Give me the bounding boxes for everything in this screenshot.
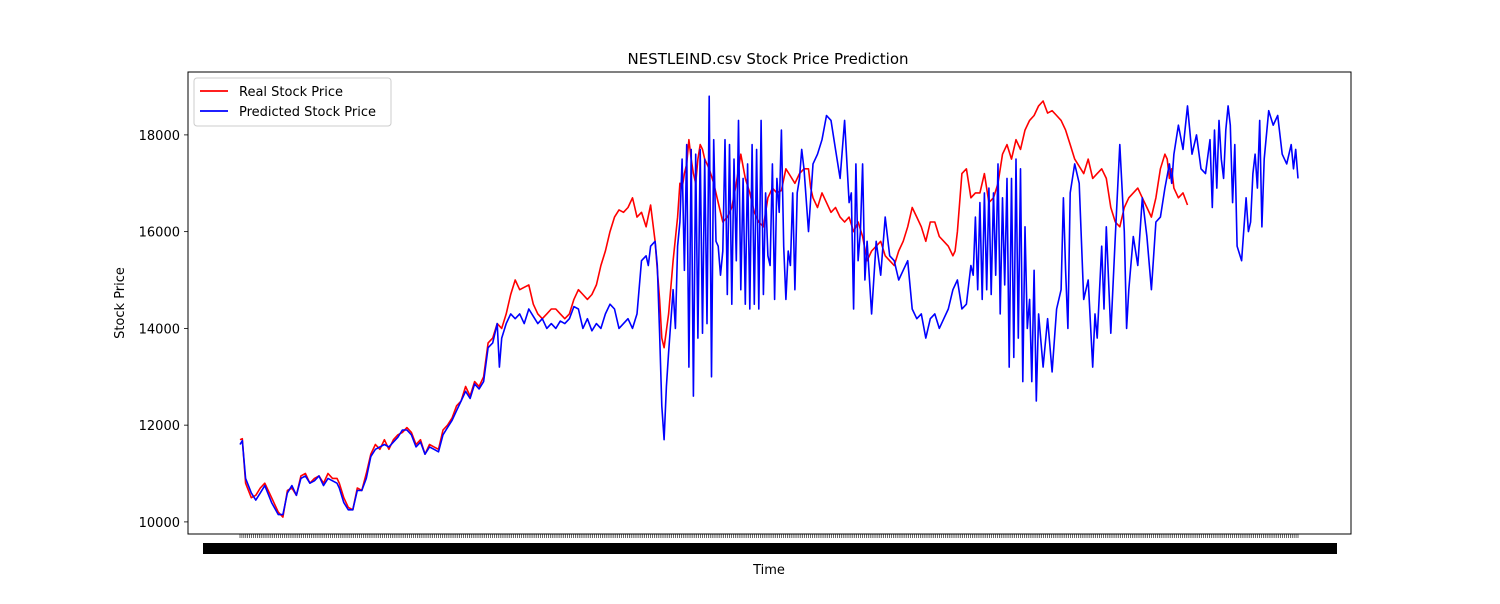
x-axis-ticks	[239, 534, 1299, 538]
y-tick-label: 14000	[139, 322, 180, 337]
y-tick-label: 16000	[139, 226, 180, 241]
y-tick-label: 12000	[139, 419, 180, 434]
y-tick-label: 18000	[139, 129, 180, 144]
legend: Real Stock Price Predicted Stock Price	[193, 77, 392, 127]
legend-box	[193, 77, 392, 127]
plot-frame	[187, 71, 1352, 535]
y-axis-ticks: 10000 12000 14000 16000 18000	[139, 129, 188, 531]
series-line-predicted	[239, 95, 1299, 516]
y-axis-label: Stock Price	[113, 267, 128, 339]
legend-label-predicted: Predicted Stock Price	[239, 105, 376, 120]
x-tick-label-band	[203, 543, 1337, 554]
legend-label-real: Real Stock Price	[239, 85, 343, 100]
x-axis-label: Time	[752, 563, 785, 578]
x-axis-tick-labels	[203, 543, 1337, 554]
y-tick-label: 10000	[139, 516, 180, 531]
chart-title: NESTLEIND.csv Stock Price Prediction	[627, 50, 908, 68]
plot-lines	[239, 95, 1299, 518]
